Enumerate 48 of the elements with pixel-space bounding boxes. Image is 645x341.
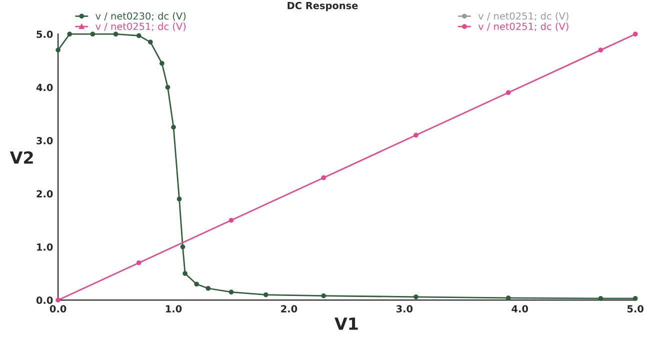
point <box>414 132 418 138</box>
point <box>176 196 182 202</box>
point <box>321 175 326 180</box>
point <box>194 282 200 287</box>
point <box>228 218 234 223</box>
point <box>136 33 142 38</box>
y-tick-label: 0.0 <box>36 296 53 304</box>
point <box>506 90 511 96</box>
legend-label: v / net0251; dc (V) <box>478 12 568 21</box>
point <box>165 84 170 90</box>
x-tick-label: 0.0 <box>50 305 66 312</box>
x-axis-title: V1 <box>334 318 358 330</box>
point <box>321 293 326 298</box>
point <box>206 286 211 291</box>
legend-label: v / net0230; dc (V) <box>96 12 186 21</box>
x-tick-label: 2.0 <box>281 305 298 312</box>
x-tick-label: 1.0 <box>166 305 182 312</box>
legend-label: v / net0251; dc (V) <box>96 22 186 32</box>
point <box>90 32 96 37</box>
point <box>113 32 118 37</box>
point <box>182 271 188 276</box>
y-tick-label: 4.0 <box>36 84 53 92</box>
point <box>632 296 638 301</box>
point <box>171 124 176 130</box>
legend-label: v / net0251; dc (V) <box>478 22 568 32</box>
y-tick-label: 1.0 <box>37 243 53 251</box>
point <box>598 296 604 301</box>
point <box>228 290 234 295</box>
chart-title: DC Response <box>288 2 358 12</box>
point <box>67 32 72 37</box>
y-axis-title: V2 <box>10 151 33 164</box>
point <box>598 48 604 52</box>
point <box>160 60 164 66</box>
point <box>148 40 153 45</box>
x-tick-label: 3.0 <box>396 305 413 312</box>
x-tick-label: 5.0 <box>627 305 644 312</box>
x-tick-label: 4.0 <box>512 305 528 312</box>
point <box>56 298 60 303</box>
y-tick-label: 5.0 <box>36 30 53 38</box>
point <box>180 244 186 250</box>
point <box>506 296 511 300</box>
y-tick-label: 3.0 <box>36 136 53 144</box>
point <box>136 260 142 266</box>
point <box>632 32 638 37</box>
y-tick-label: 2.0 <box>36 190 53 198</box>
point <box>414 294 418 300</box>
point <box>56 48 60 52</box>
point <box>263 292 268 298</box>
